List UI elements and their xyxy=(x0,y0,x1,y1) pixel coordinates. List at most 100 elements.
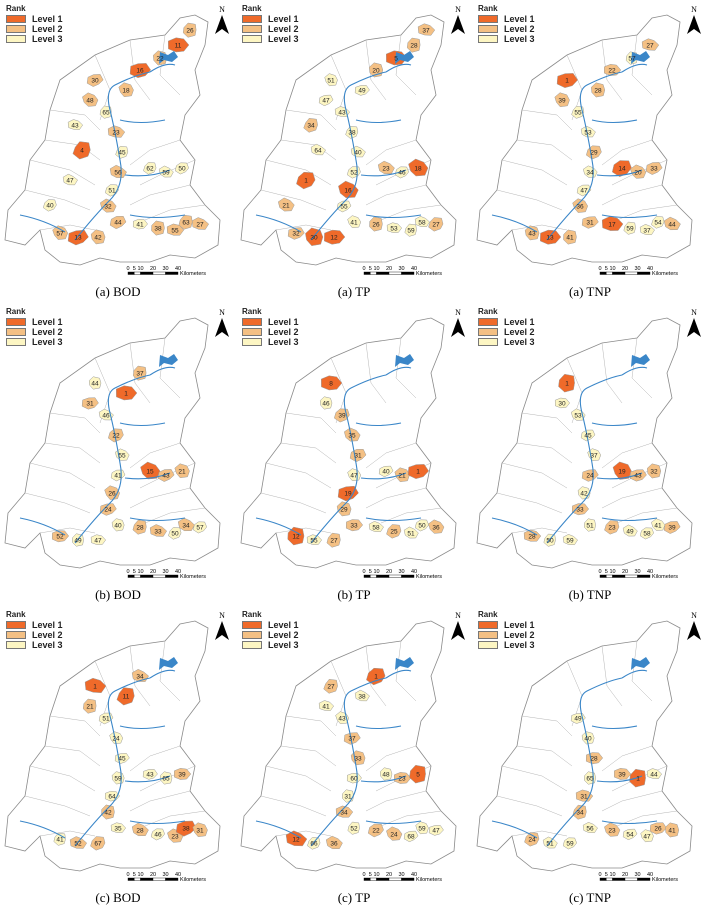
subbasin-label: 43 xyxy=(338,110,346,117)
subbasin-label: 34 xyxy=(307,123,315,130)
subbasin-level-2 xyxy=(581,216,599,229)
subbasin-label: 35 xyxy=(348,433,356,440)
subbasin-label: 40 xyxy=(114,523,122,530)
subbasin-level-2 xyxy=(182,22,197,38)
subbasin-label: 65 xyxy=(586,776,594,783)
subbasin-level-2 xyxy=(191,217,210,230)
subbasin-label: 57 xyxy=(196,525,204,532)
subbasin-level-2 xyxy=(524,832,540,847)
subbasin-level-3 xyxy=(580,125,596,138)
subbasin-boundary xyxy=(39,830,96,837)
subbasin-label: 37 xyxy=(348,736,356,743)
subbasin-label: 21 xyxy=(178,469,186,476)
subbasin-label: 1 xyxy=(565,78,569,85)
subbasin-label: 40 xyxy=(382,469,390,476)
subbasin-boundary xyxy=(601,184,663,206)
river xyxy=(546,374,623,544)
north-arrow-icon: N xyxy=(215,308,229,337)
subbasin-boundary xyxy=(501,159,568,186)
river xyxy=(601,820,658,825)
legend-swatch xyxy=(6,15,26,23)
subbasin-label: 38 xyxy=(182,826,190,833)
legend-item: Level 3 xyxy=(478,640,535,650)
subbasin-boundary xyxy=(601,442,653,469)
legend-label: Level 2 xyxy=(32,327,63,337)
subbasin-label: 31 xyxy=(354,453,362,460)
scale-tick-label: 30 xyxy=(634,266,640,272)
river xyxy=(360,775,407,783)
scale-unit: Kilometers xyxy=(180,271,206,277)
subbasin-label: 1 xyxy=(374,674,378,681)
subbasin-boundary xyxy=(29,462,96,489)
subbasin-label: 22 xyxy=(156,56,164,63)
legend-title: Rank xyxy=(242,307,262,316)
scale-tick-label: 5 xyxy=(369,569,372,575)
scale-tick-label: 30 xyxy=(634,872,640,878)
subbasin-label: 40 xyxy=(584,736,592,743)
subbasin-level-2 xyxy=(345,519,364,532)
legend-title: Rank xyxy=(478,4,498,13)
panel-caption: (a) TP xyxy=(337,284,371,299)
subbasin-label: 23 xyxy=(382,166,390,173)
subbasin-level-2 xyxy=(287,227,305,240)
legend: Rank Level 1 Level 2 Level 3 xyxy=(6,610,63,650)
subbasin-level-3 xyxy=(143,162,157,175)
legend-item: Level 2 xyxy=(6,24,63,34)
subbasin-level-2 xyxy=(108,428,124,443)
subbasin-level-3 xyxy=(168,527,182,540)
subbasin-label: 41 xyxy=(56,837,64,844)
subbasin-level-1 xyxy=(72,141,91,160)
subbasin-boundary xyxy=(285,109,337,131)
legend-swatch xyxy=(242,328,262,336)
subbasin-label: 38 xyxy=(348,130,356,137)
subbasin-boundary xyxy=(39,224,96,231)
subbasin-boundary xyxy=(159,337,181,399)
legend-swatch xyxy=(242,15,262,23)
subbasin-boundary xyxy=(521,109,573,131)
scale-tick-label: 20 xyxy=(150,569,156,575)
subbasin-label: 45 xyxy=(118,150,126,157)
legend: Rank Level 1 Level 2 Level 3 xyxy=(242,307,299,347)
river xyxy=(591,119,638,124)
legend-swatch xyxy=(478,328,498,336)
subbasin-level-2 xyxy=(107,125,126,138)
subbasin-level-2 xyxy=(90,836,106,851)
subbasin-boundary xyxy=(129,442,181,469)
subbasin-level-1 xyxy=(116,687,135,706)
subbasin-boundary xyxy=(260,189,327,211)
river xyxy=(360,472,407,480)
subbasin-label: 24 xyxy=(390,832,398,839)
subbasin-label: 43 xyxy=(528,231,536,238)
subbasin-label: 41 xyxy=(566,235,574,242)
subbasin-boundary xyxy=(511,527,568,534)
subbasin-boundary xyxy=(395,337,417,399)
legend-label: Level 3 xyxy=(504,640,535,650)
watershed-outline xyxy=(240,14,457,266)
subbasin-label: 66 xyxy=(310,841,318,848)
subbasin-level-2 xyxy=(417,23,436,36)
subbasin-label: 59 xyxy=(114,776,122,783)
subbasin-label: 53 xyxy=(574,413,582,420)
subbasin-boundary xyxy=(44,745,101,767)
subbasin-level-2 xyxy=(575,789,594,802)
subbasin-boundary xyxy=(285,715,337,737)
subbasin-label: 38 xyxy=(358,694,366,701)
legend-item: Level 1 xyxy=(6,317,63,327)
scale-tick-label: 40 xyxy=(647,872,653,878)
subbasin-boundary xyxy=(29,765,96,792)
subbasin-label: 1 xyxy=(636,776,640,783)
subbasin-label: 59 xyxy=(566,538,574,545)
subbasin-label: 28 xyxy=(136,828,144,835)
subbasin-boundary xyxy=(275,224,332,231)
river xyxy=(119,422,166,427)
subbasin-level-3 xyxy=(98,408,114,421)
subbasin-boundary xyxy=(159,34,181,96)
subbasin-label: 55 xyxy=(171,228,179,235)
subbasin-label: 55 xyxy=(310,538,318,545)
subbasin-boundary xyxy=(365,645,387,707)
svg-text:N: N xyxy=(691,308,697,317)
subbasin-label: 41 xyxy=(114,473,122,480)
subbasin-label: 68 xyxy=(407,834,415,841)
